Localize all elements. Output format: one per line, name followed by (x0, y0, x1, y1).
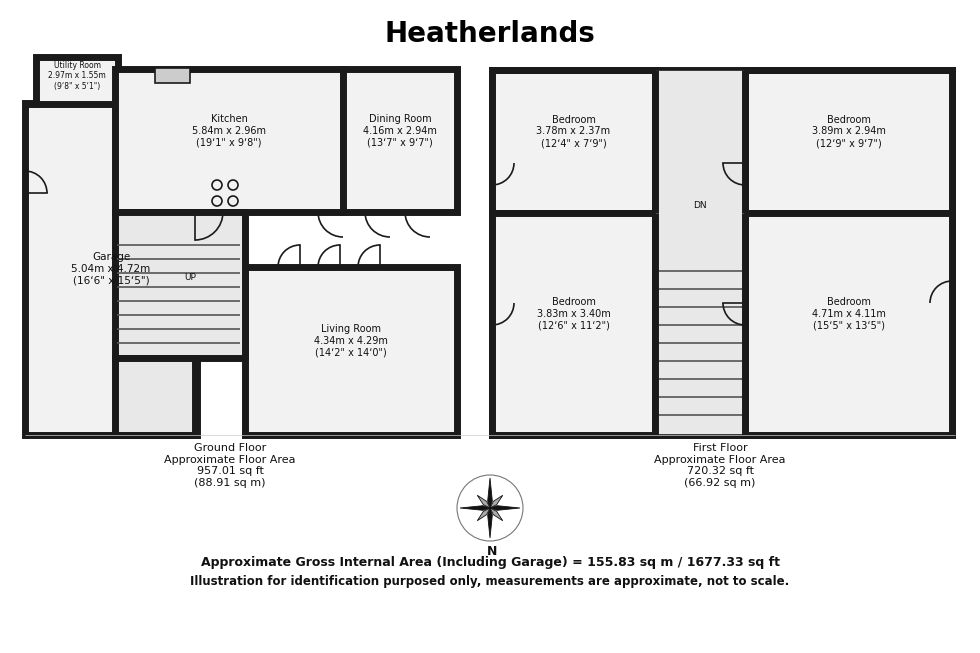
Bar (655, 70, 745, 133)
Polygon shape (490, 505, 520, 510)
Text: N: N (487, 545, 497, 558)
Text: First Floor
Approximate Floor Area
720.32 sq ft
(66.92 sq m): First Floor Approximate Floor Area 720.3… (655, 443, 786, 488)
Text: Kitchen
5.84m x 2.96m
(19‘1" x 9‘8"): Kitchen 5.84m x 2.96m (19‘1" x 9‘8") (192, 114, 266, 147)
Bar (343, 69, 457, 212)
Text: Utility Room
2.97m x 1.55m
(9‘8" x 5‘1"): Utility Room 2.97m x 1.55m (9‘8" x 5‘1") (48, 61, 106, 91)
Text: Ground Floor
Approximate Floor Area
957.01 sq ft
(88.91 sq m): Ground Floor Approximate Floor Area 957.… (165, 443, 296, 488)
Polygon shape (490, 508, 503, 520)
Polygon shape (488, 508, 492, 538)
Polygon shape (460, 505, 490, 510)
Text: Bedroom
3.89m x 2.94m
(12‘9" x 9‘7"): Bedroom 3.89m x 2.94m (12‘9" x 9‘7") (811, 115, 886, 148)
Polygon shape (477, 508, 490, 520)
Text: Living Room
4.34m x 4.29m
(14‘2" x 14‘0"): Living Room 4.34m x 4.29m (14‘2" x 14‘0"… (314, 325, 388, 358)
Bar (155, 68, 190, 83)
Bar (115, 69, 343, 212)
Bar (25, 103, 197, 435)
Text: Garage
5.04m x 4.72m
(16‘6" x 15‘5"): Garage 5.04m x 4.72m (16‘6" x 15‘5") (72, 253, 151, 285)
Bar (115, 212, 245, 358)
Bar (36, 57, 118, 104)
Bar (245, 267, 457, 435)
Polygon shape (488, 478, 492, 508)
Text: Approximate Gross Internal Area (Including Garage) = 155.83 sq m / 1677.33 sq ft: Approximate Gross Internal Area (Includi… (201, 556, 779, 569)
Text: Heatherlands: Heatherlands (384, 20, 596, 48)
Text: Bedroom
3.78m x 2.37m
(12‘4" x 7‘9"): Bedroom 3.78m x 2.37m (12‘4" x 7‘9") (536, 115, 611, 148)
Polygon shape (490, 495, 503, 508)
Text: Bedroom
4.71m x 4.11m
(15‘5" x 13‘5"): Bedroom 4.71m x 4.11m (15‘5" x 13‘5") (811, 297, 886, 330)
Bar (655, 70, 745, 435)
Bar (492, 70, 952, 435)
Text: Dining Room
4.16m x 2.94m
(13‘7" x 9‘7"): Dining Room 4.16m x 2.94m (13‘7" x 9‘7") (363, 114, 437, 147)
Text: DN: DN (693, 200, 707, 210)
Text: Illustration for identification purposed only, measurements are approximate, not: Illustration for identification purposed… (190, 575, 790, 588)
Bar (745, 70, 952, 213)
Polygon shape (477, 495, 490, 508)
Text: UP: UP (184, 273, 196, 282)
Bar (745, 213, 952, 435)
Bar (115, 358, 195, 435)
Bar (492, 213, 655, 435)
Text: Bedroom
3.83m x 3.40m
(12‘6" x 11‘2"): Bedroom 3.83m x 3.40m (12‘6" x 11‘2") (537, 297, 611, 330)
Bar (492, 70, 655, 213)
